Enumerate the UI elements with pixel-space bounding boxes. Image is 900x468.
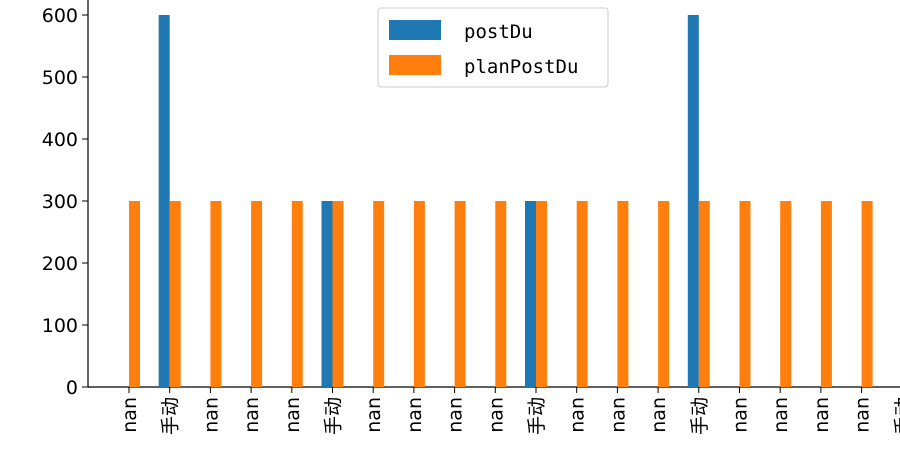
bar-planPostDu-17 xyxy=(820,201,832,387)
x-tick-label-12: nan xyxy=(607,397,629,433)
y-tick-label-100: 100 xyxy=(42,315,78,337)
bar-postDu-5 xyxy=(321,201,333,387)
y-tick-label-400: 400 xyxy=(42,129,78,151)
x-axis: nan 手动 nan nan nan 手动 nan nan nan nan 手动 nan nan nan 手… xyxy=(119,387,900,435)
x-tick-label-7: nan xyxy=(404,397,426,433)
bar-planPostDu-8 xyxy=(454,201,466,387)
legend-label-planPostDu: planPostDu xyxy=(464,56,578,78)
x-tick-label-5: 手动 xyxy=(323,397,345,435)
y-tick-label-500: 500 xyxy=(42,67,78,89)
bar-planPostDu-1 xyxy=(169,201,181,387)
bar-postDu-14 xyxy=(687,15,699,387)
legend-swatch-planPostDu xyxy=(389,55,441,75)
x-tick-label-2: nan xyxy=(200,397,222,433)
bars xyxy=(129,15,873,387)
bar-planPostDu-2 xyxy=(210,201,222,387)
legend-label-postDu: postDu xyxy=(464,21,533,43)
x-tick-label-17: nan xyxy=(811,397,833,433)
x-tick-label-16: nan xyxy=(770,397,792,433)
y-tick-label-300: 300 xyxy=(42,191,78,213)
x-tick-label-13: nan xyxy=(648,397,670,433)
x-tick-label-3: nan xyxy=(241,397,263,433)
bar-planPostDu-9 xyxy=(495,201,507,387)
y-tick-label-200: 200 xyxy=(42,253,78,275)
y-tick-label-0: 0 xyxy=(66,377,78,399)
x-tick-label-19: 手动 xyxy=(892,397,900,435)
bar-planPostDu-10 xyxy=(536,201,547,387)
bar-planPostDu-11 xyxy=(576,201,588,387)
bar-planPostDu-5 xyxy=(332,201,344,387)
x-tick-label-11: nan xyxy=(567,397,589,433)
x-tick-label-6: nan xyxy=(363,397,385,433)
x-tick-label-14: 手动 xyxy=(689,397,711,435)
legend-swatch-postDu xyxy=(389,20,441,40)
bar-planPostDu-15 xyxy=(739,201,751,387)
x-tick-label-10: 手动 xyxy=(526,397,548,435)
plot-area xyxy=(87,0,900,388)
x-tick-label-18: nan xyxy=(852,397,874,433)
x-tick-label-8: nan xyxy=(445,397,467,433)
y-axis: 0 100 200 300 400 500 600 xyxy=(42,5,88,399)
bar-planPostDu-0 xyxy=(129,201,140,387)
x-tick-label-0: nan xyxy=(119,397,141,433)
bar-planPostDu-13 xyxy=(658,201,670,387)
bar-planPostDu-16 xyxy=(780,201,792,387)
x-tick-label-1: 手动 xyxy=(160,397,182,435)
bar-planPostDu-7 xyxy=(413,201,425,387)
bar-planPostDu-12 xyxy=(617,201,629,387)
legend: postDu planPostDu xyxy=(377,7,609,88)
x-tick-label-15: nan xyxy=(730,397,752,433)
bar-planPostDu-18 xyxy=(861,201,873,387)
x-tick-label-9: nan xyxy=(485,397,507,433)
bar-planPostDu-14 xyxy=(698,201,710,387)
bar-postDu-10 xyxy=(525,201,536,387)
bar-postDu-1 xyxy=(158,15,170,387)
bar-planPostDu-4 xyxy=(291,201,303,387)
y-tick-label-600: 600 xyxy=(42,5,78,27)
x-tick-label-4: nan xyxy=(282,397,304,433)
bar-planPostDu-6 xyxy=(373,201,385,387)
bar-planPostDu-3 xyxy=(251,201,263,387)
